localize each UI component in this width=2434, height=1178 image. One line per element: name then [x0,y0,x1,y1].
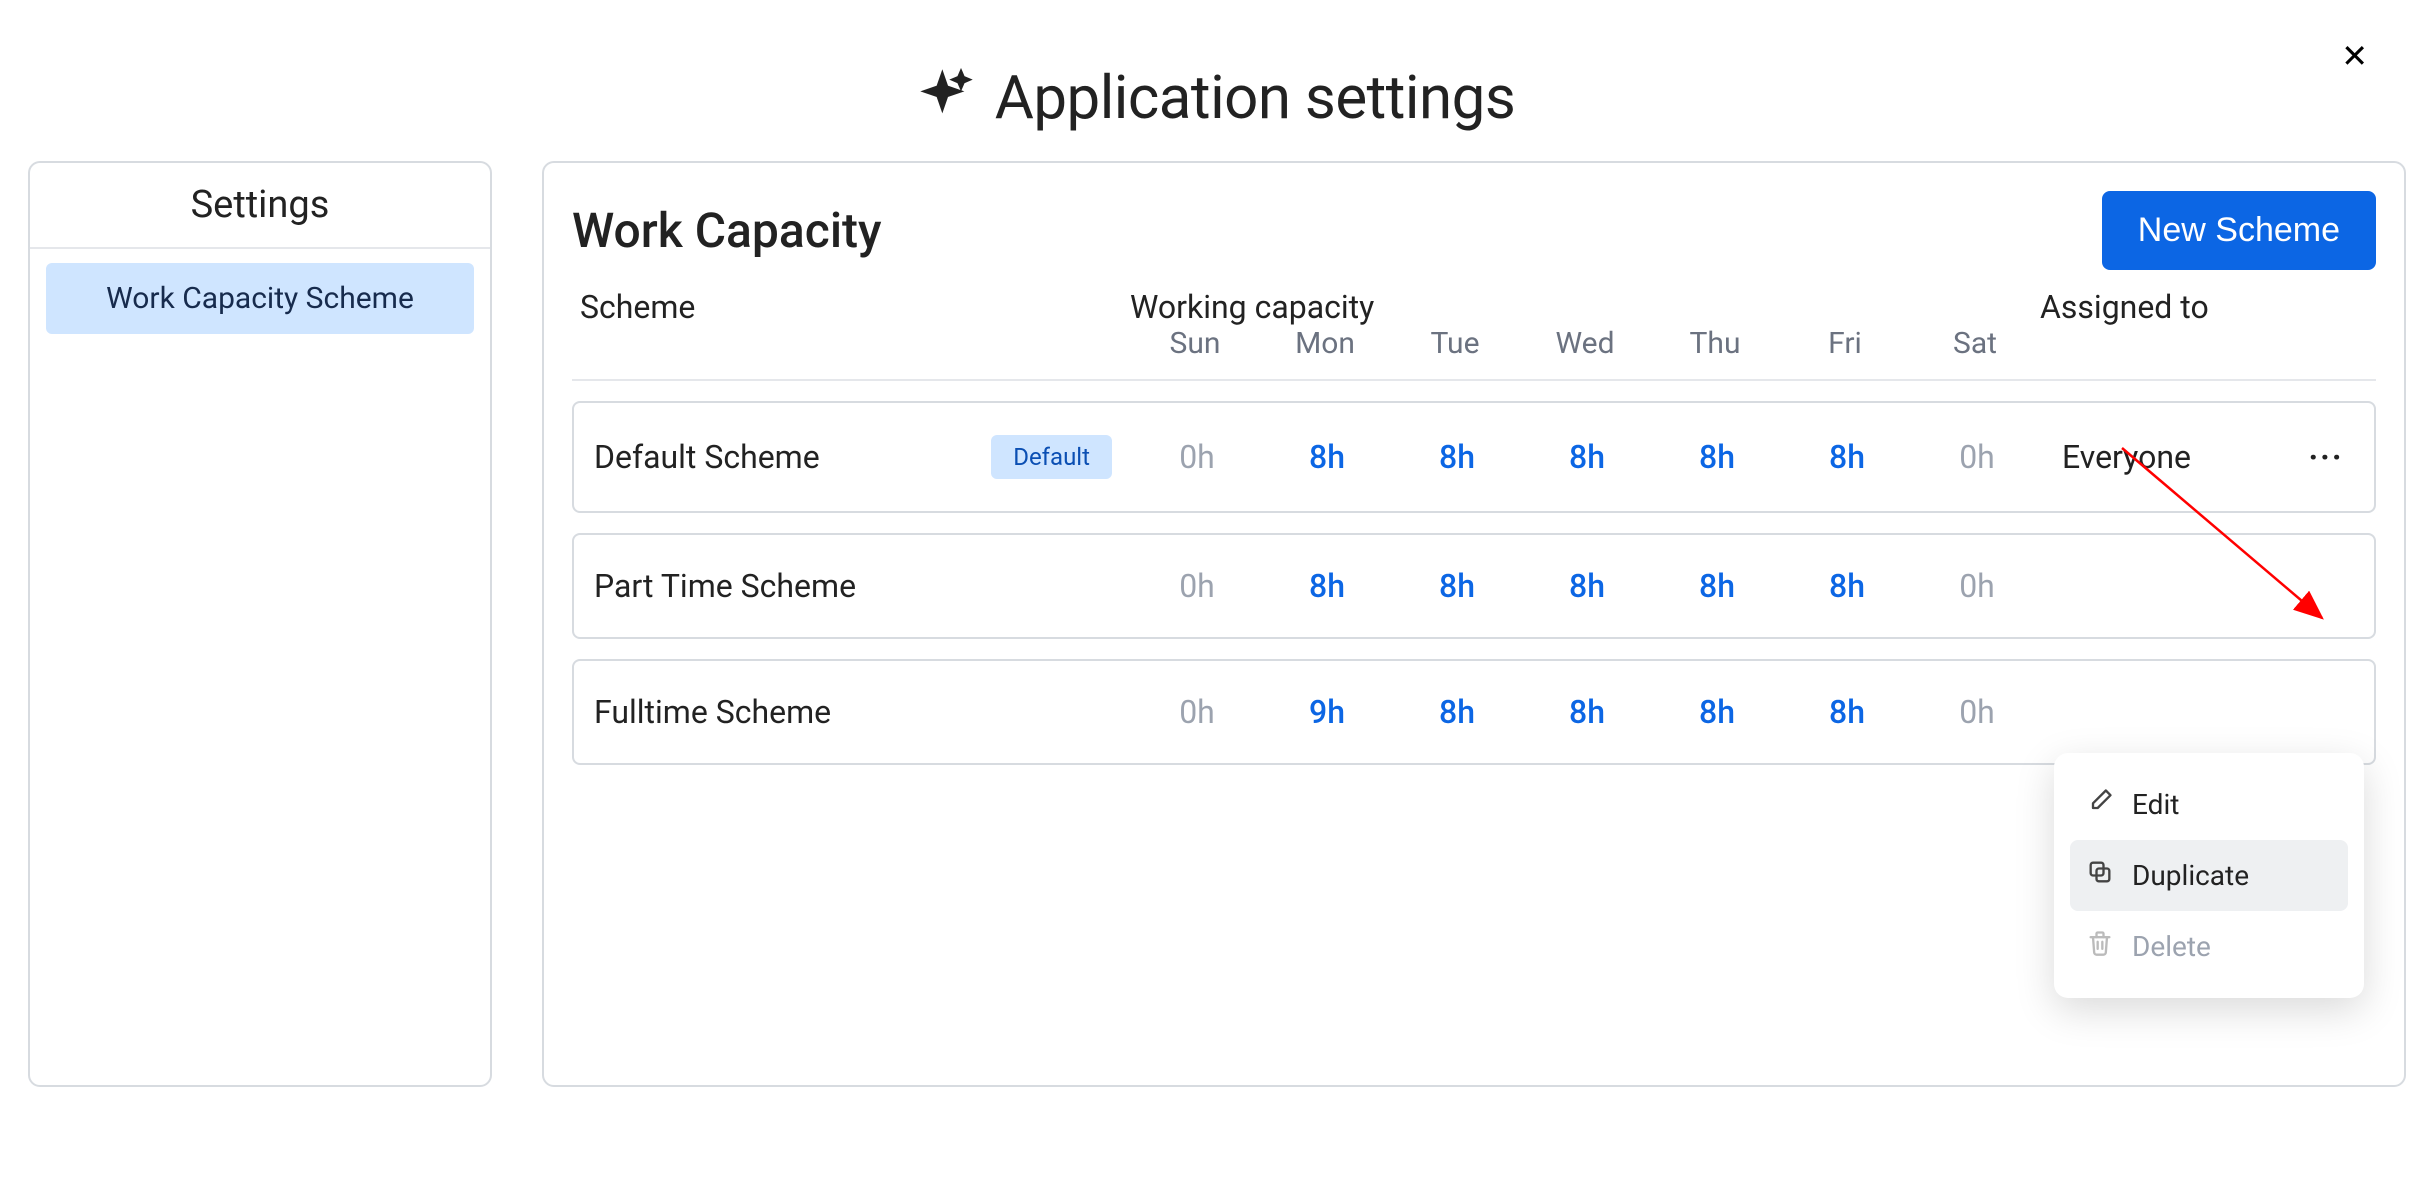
sparkle-icon [919,68,975,128]
th-working-capacity: Working capacity [1130,288,2040,326]
hours-cell: 8h [1652,438,1782,476]
hours-cell: 8h [1782,693,1912,731]
main-panel: Work Capacity New Scheme Scheme Working … [542,161,2406,1087]
hours-cell: 0h [1912,567,2042,605]
hours-cell: 8h [1392,567,1522,605]
hours-cell: 8h [1782,438,1912,476]
th-day-tue: Tue [1390,326,1520,361]
scheme-name-label: Fulltime Scheme [594,693,831,731]
hours-cell: 0h [1132,567,1262,605]
scheme-name-label: Default Scheme [594,438,820,476]
scheme-name-label: Part Time Scheme [594,567,856,605]
menu-item-duplicate[interactable]: Duplicate [2070,840,2348,911]
sidebar: Settings Work Capacity Scheme [28,161,492,1087]
panel-title: Work Capacity [572,202,882,259]
th-assigned-to: Assigned to [2040,288,2288,326]
th-day-thu: Thu [1650,326,1780,361]
hours-cell: 8h [1522,693,1652,731]
th-day-fri: Fri [1780,326,1910,361]
hours-cell: 8h [1262,438,1392,476]
hours-cell: 8h [1652,693,1782,731]
hours-cell: 8h [1392,438,1522,476]
scheme-row: Default SchemeDefault0h8h8h8h8h8h0hEvery… [572,401,2376,513]
hours-cell: 8h [1392,693,1522,731]
hours-cell: 8h [1522,567,1652,605]
th-day-sat: Sat [1910,326,2040,361]
sidebar-item-work-capacity-scheme[interactable]: Work Capacity Scheme [46,263,474,334]
menu-item-edit[interactable]: Edit [2070,769,2348,840]
hours-cell: 0h [1132,693,1262,731]
scheme-row: Part Time Scheme0h8h8h8h8h8h0h [572,533,2376,639]
hours-cell: 0h [1912,693,2042,731]
new-scheme-button[interactable]: New Scheme [2102,191,2376,270]
menu-item-delete: Delete [2070,911,2348,982]
menu-item-label: Edit [2132,788,2179,821]
context-menu: Edit Duplicate Delete [2054,753,2364,998]
default-badge: Default [991,435,1112,479]
delete-icon [2086,929,2114,964]
menu-item-label: Delete [2132,930,2211,963]
scheme-name: Fulltime Scheme [582,693,1132,731]
hours-cell: 0h [1912,438,2042,476]
th-day-sun: Sun [1130,326,1260,361]
hours-cell: 8h [1652,567,1782,605]
page-title: Application settings [995,62,1516,133]
th-day-mon: Mon [1260,326,1390,361]
hours-cell: 9h [1262,693,1392,731]
duplicate-icon [2086,858,2114,893]
close-icon[interactable]: ✕ [2341,40,2368,72]
menu-item-label: Duplicate [2132,859,2249,892]
page-title-wrap: Application settings [0,0,2434,161]
edit-icon [2086,787,2114,822]
scheme-row: Fulltime Scheme0h9h8h8h8h8h0h [572,659,2376,765]
hours-cell: 8h [1522,438,1652,476]
hours-cell: 8h [1782,567,1912,605]
hours-cell: 8h [1262,567,1392,605]
scheme-name: Default Scheme Default [582,435,1132,479]
th-day-wed: Wed [1520,326,1650,361]
th-scheme: Scheme [580,288,1130,326]
more-icon[interactable]: ··· [2286,438,2366,476]
hours-cell: 0h [1132,438,1262,476]
sidebar-title: Settings [30,163,490,249]
scheme-name: Part Time Scheme [582,567,1132,605]
assigned-cell: Everyone [2042,438,2286,476]
